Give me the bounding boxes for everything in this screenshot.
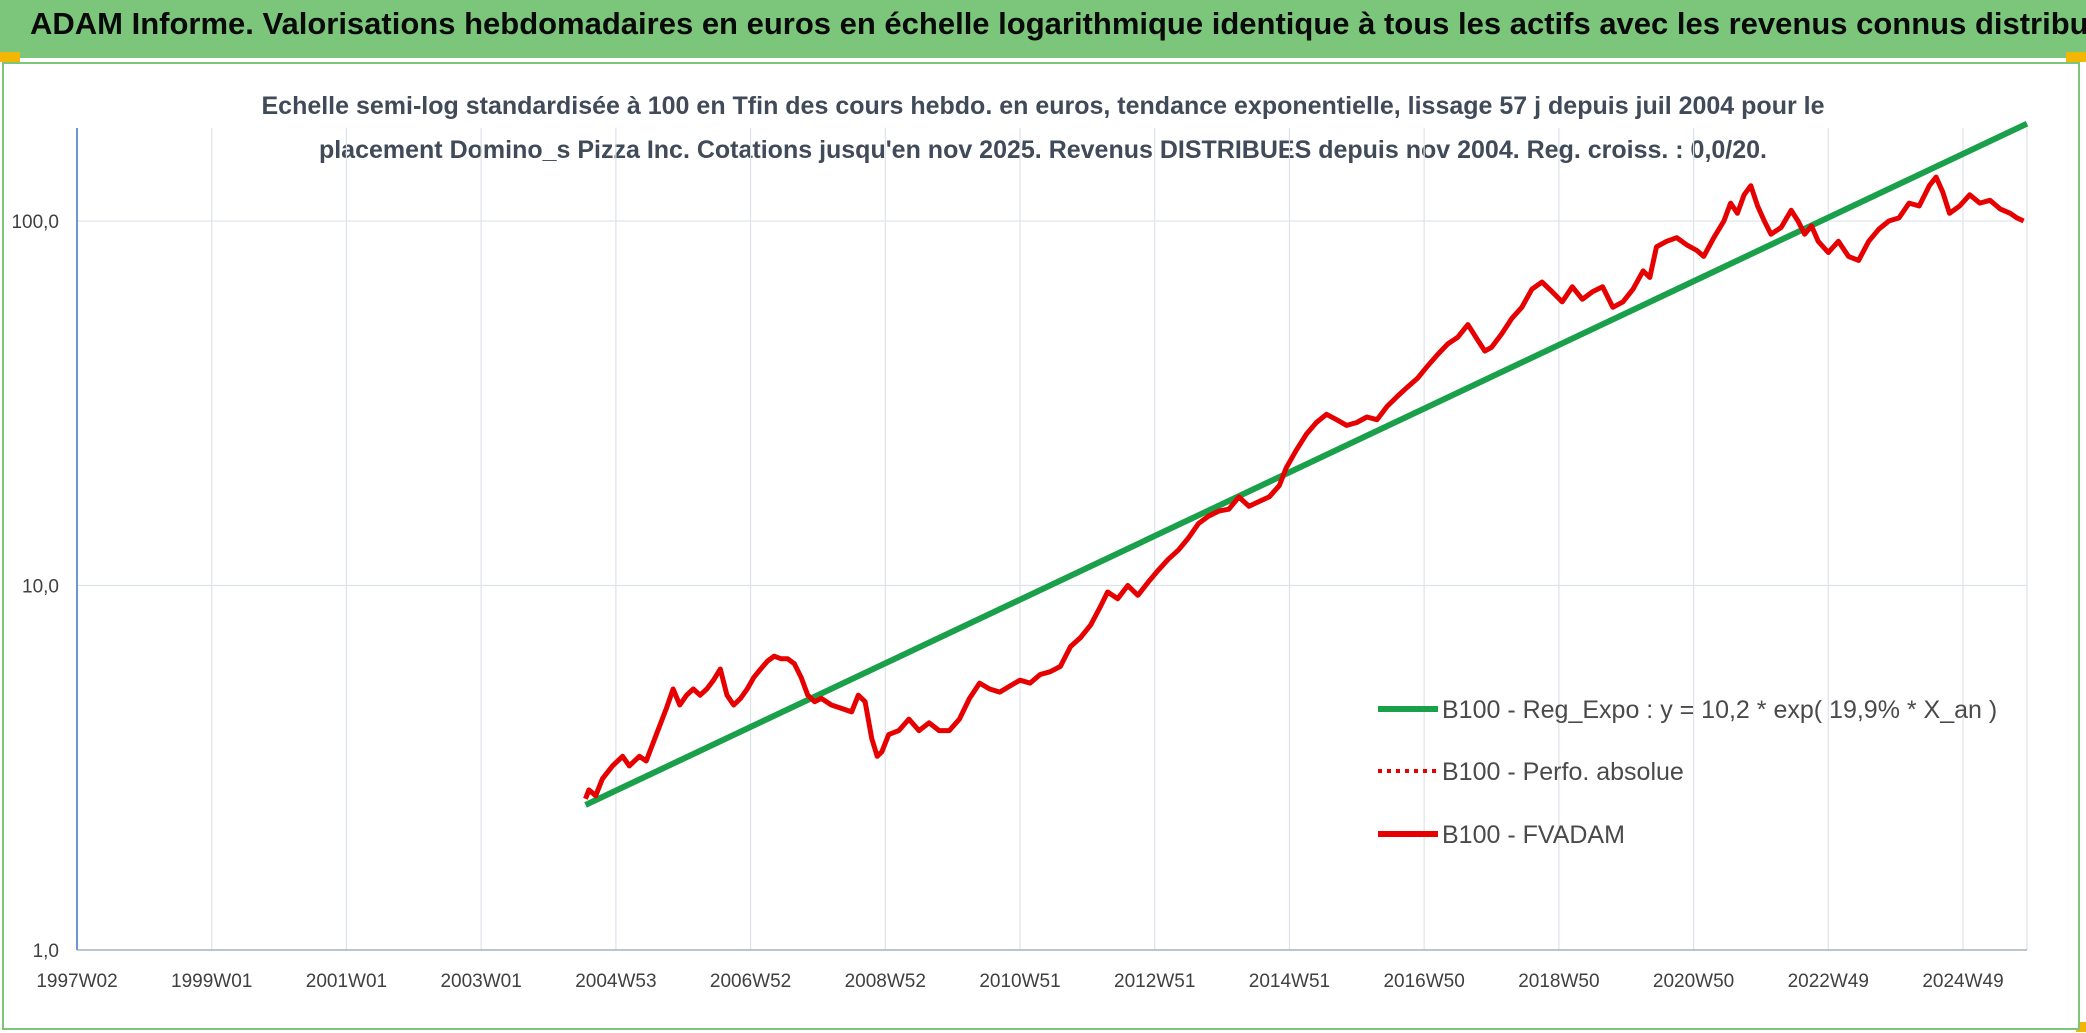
grid-lines [76,128,2028,951]
x-tick-label: 2020W50 [1653,971,1734,992]
corner-marker-right [2066,52,2086,62]
x-tick-label: 2004W53 [575,971,656,992]
corner-marker-bottom-right [2076,1022,2086,1032]
x-tick-label: 2022W49 [1788,971,1869,992]
x-tick-label: 2006W52 [710,971,791,992]
x-tick-label: 2018W50 [1518,971,1599,992]
axes [76,128,2027,951]
x-tick-labels: 1997W02 1999W01 2001W01 2003W01 2004W53 2006W… [36,971,2003,992]
x-tick-label: 1999W01 [171,971,252,992]
x-tick-label: 2001W01 [306,971,387,992]
corner-marker-left [0,52,20,62]
report-title: ADAM Informe. Valorisations hebdomadaire… [30,6,2086,41]
x-tick-label: 2008W52 [845,971,926,992]
header-bar: ADAM Informe. Valorisations hebdomadaire… [0,0,2086,58]
chart-subtitle: Echelle semi-log standardisée à 100 en T… [0,84,2086,172]
series-lines [583,120,2029,808]
y-tick-label: 10,0 [22,577,59,598]
fvadam-line [583,174,2025,800]
legend-label: B100 - Perfo. absolue [1442,758,1684,786]
y-tick-label: 100,0 [11,212,59,233]
chart-panel [2,62,2080,1030]
x-tick-label: 2016W50 [1383,971,1464,992]
x-tick-label: 2003W01 [440,971,521,992]
x-tick-label: 2012W51 [1114,971,1195,992]
trend-line [584,120,2029,808]
legend: B100 - Reg_Expo : y = 10,2 * exp( 19,9% … [1378,696,1997,849]
x-tick-label: 2010W51 [979,971,1060,992]
x-tick-label: 2024W49 [1922,971,2003,992]
legend-label: B100 - Reg_Expo : y = 10,2 * exp( 19,9% … [1442,696,1997,724]
x-tick-label: 1997W02 [36,971,117,992]
y-tick-labels: 1,0 10,0 100,0 [11,212,59,962]
x-tick-label: 2014W51 [1249,971,1330,992]
y-tick-label: 1,0 [33,941,59,962]
legend-label: B100 - FVADAM [1442,821,1625,849]
chart-subtitle-line-2: placement Domino_s Pizza Inc. Cotations … [318,136,1768,164]
chart-subtitle-line-1: Echelle semi-log standardisée à 100 en T… [261,92,1825,120]
